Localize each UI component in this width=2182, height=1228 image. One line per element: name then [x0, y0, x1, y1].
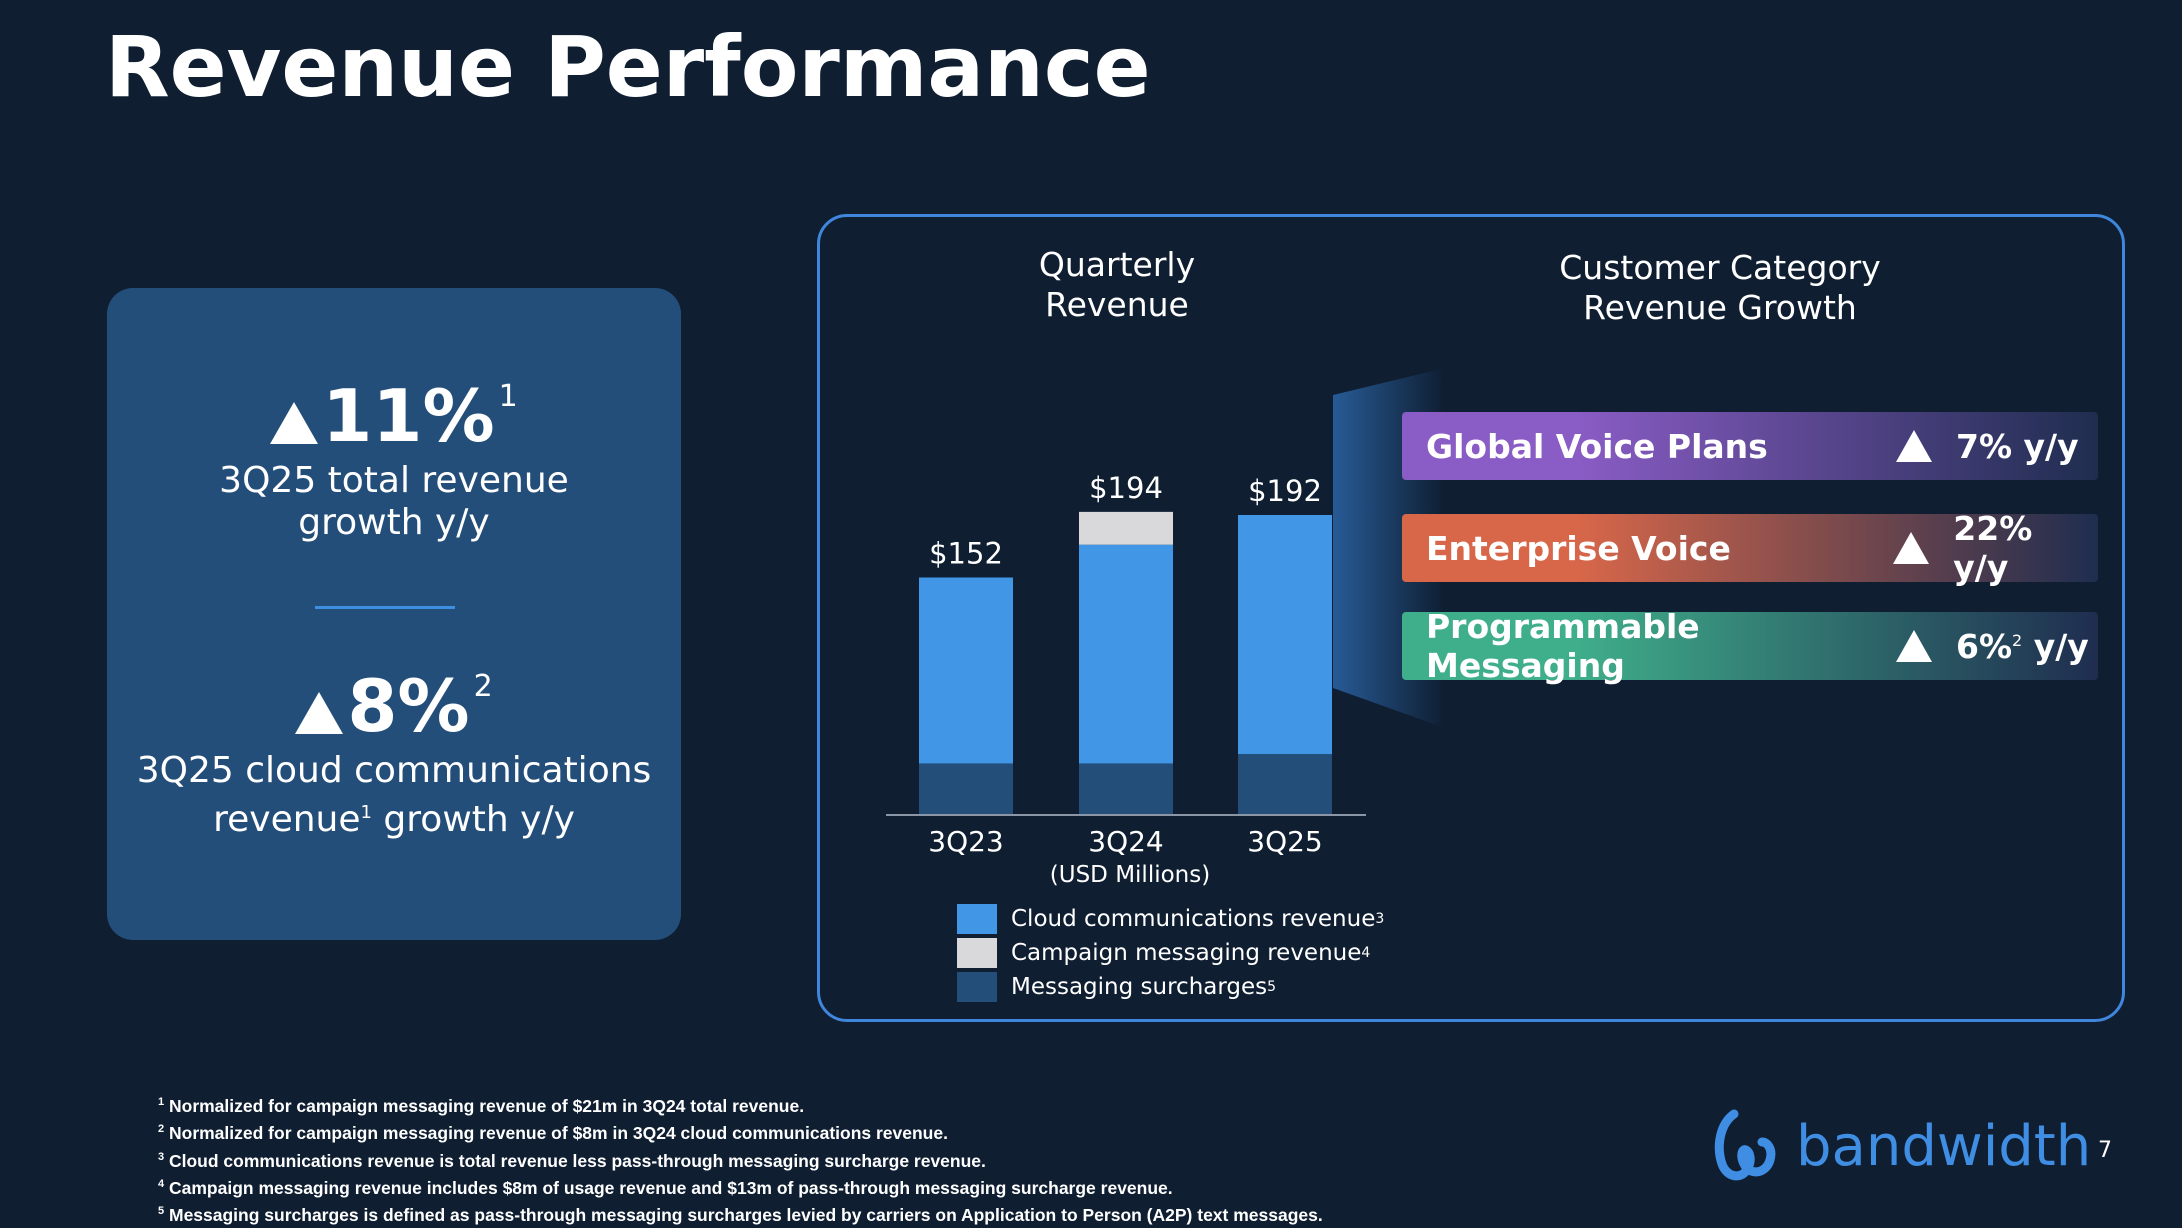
page-title: Revenue Performance — [105, 18, 1151, 116]
page-number: 7 — [2098, 1138, 2112, 1163]
kpi-footnote-ref: 1 — [360, 802, 372, 823]
bandwidth-logo: bandwidth — [1712, 1108, 2091, 1184]
legend-label: Messaging surcharges — [1011, 974, 1268, 1000]
bar-segment — [1079, 763, 1173, 815]
legend-footnote-ref: 3 — [1375, 911, 1385, 927]
x-tick-label: 3Q24 — [1088, 825, 1163, 858]
footnote-line: 5 Messaging surcharges is defined as pas… — [158, 1205, 1323, 1226]
growth-category-name: Global Voice Plans — [1426, 426, 1768, 466]
kpi-divider — [315, 606, 455, 609]
legend-item: Campaign messaging revenue 4 — [957, 936, 1384, 970]
kpi-label: 3Q25 cloud communications — [136, 750, 652, 791]
x-axis-unit-label: (USD Millions) — [1049, 862, 1211, 888]
legend-item: Cloud communications revenue 3 — [957, 902, 1384, 936]
bar-segment — [1079, 511, 1173, 545]
bar-segment — [919, 577, 1013, 764]
bar-segment — [1079, 544, 1173, 764]
bar-total-label: $152 — [929, 537, 1003, 571]
up-triangle-icon — [295, 692, 344, 734]
growth-title: Customer Category Revenue Growth — [1559, 248, 1881, 327]
up-triangle-icon — [270, 402, 319, 444]
footnote-line: 4 Campaign messaging revenue includes $8… — [158, 1177, 1173, 1198]
bar-total-label: $192 — [1248, 474, 1322, 508]
footnote-line: 2 Normalized for campaign messaging reve… — [158, 1123, 948, 1144]
growth-row-enterprise-voice: Enterprise Voice 22% y/y — [1402, 509, 2098, 587]
bandwidth-logo-icon — [1714, 1109, 1776, 1181]
chart-panel — [817, 214, 2125, 1022]
kpi-label: growth y/y — [298, 502, 490, 543]
kpi-value: 8% — [347, 664, 470, 748]
growth-value: 22% y/y — [1953, 509, 2033, 587]
legend-footnote-ref: 4 — [1361, 945, 1371, 961]
bar-segment — [919, 763, 1013, 815]
chart-legend: Cloud communications revenue 3 Campaign me… — [957, 902, 1384, 1004]
chart-title: Quarterly Revenue — [1038, 245, 1196, 324]
kpi-card: 11% 1 3Q25 total revenue growth y/y 8% 2… — [107, 288, 681, 940]
bar-total-label: $194 — [1089, 471, 1163, 505]
legend-swatch — [957, 938, 997, 968]
x-tick-label: 3Q23 — [928, 825, 1003, 858]
legend-swatch — [957, 904, 997, 934]
kpi-label: 3Q25 total revenue — [219, 460, 569, 501]
up-triangle-icon — [1896, 630, 1932, 662]
logo-wordmark: bandwidth — [1796, 1113, 2092, 1179]
growth-value: 7% y/y — [1956, 426, 2079, 466]
bar-segment — [1238, 515, 1332, 755]
growth-category-name: Enterprise Voice — [1426, 528, 1731, 568]
footnotes: 1 Normalized for campaign messaging reve… — [158, 1091, 1323, 1228]
kpi-value: 11% — [322, 374, 495, 458]
up-triangle-icon — [1896, 430, 1932, 462]
legend-label: Cloud communications revenue — [1011, 906, 1376, 932]
kpi-label: revenue — [213, 799, 361, 840]
kpi-label: growth y/y — [371, 799, 575, 840]
legend-swatch — [957, 972, 997, 1002]
legend-item: Messaging surcharges 5 — [957, 970, 1384, 1004]
growth-row-programmable-messaging: Programmable Messaging 6%2 y/y — [1402, 607, 2098, 685]
up-triangle-icon — [1893, 532, 1930, 564]
footnote-line: 3 Cloud communications revenue is total … — [158, 1150, 986, 1171]
growth-category-name: Programmable Messaging — [1426, 607, 1700, 685]
footnote-line: 1 Normalized for campaign messaging reve… — [158, 1095, 805, 1116]
kpi-footnote-ref: 1 — [498, 379, 518, 414]
legend-footnote-ref: 5 — [1267, 979, 1277, 995]
bar-segment — [1238, 754, 1332, 815]
kpi-total-revenue: 11% 1 3Q25 total revenue growth y/y — [107, 376, 681, 544]
kpi-cloud-revenue: 8% 2 3Q25 cloud communications revenue1 … — [107, 666, 681, 841]
growth-row-global-voice: Global Voice Plans 7% y/y — [1402, 412, 2098, 480]
x-tick-label: 3Q25 — [1247, 825, 1322, 858]
legend-label: Campaign messaging revenue — [1011, 940, 1362, 966]
growth-value: 6%2 y/y — [1956, 626, 2089, 666]
kpi-footnote-ref: 2 — [473, 669, 493, 704]
